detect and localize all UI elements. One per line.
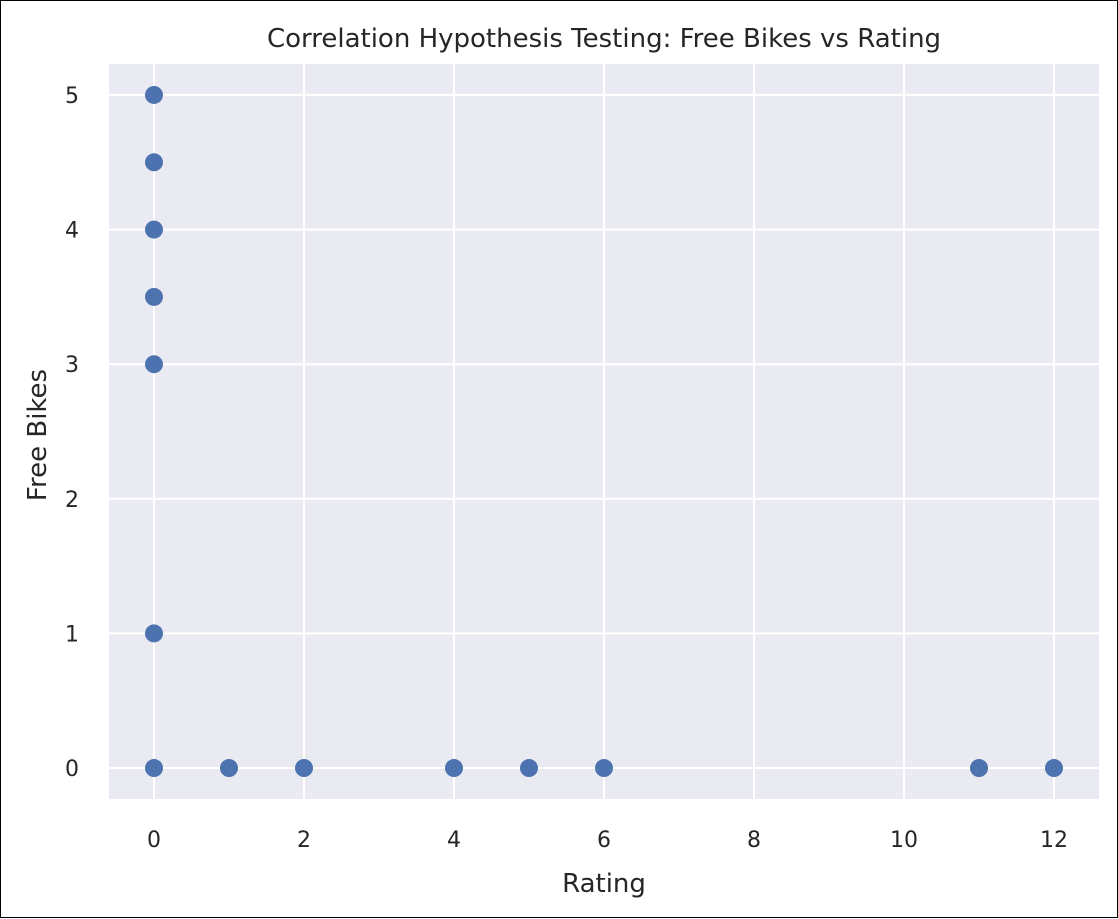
chart-title: Correlation Hypothesis Testing: Free Bik…: [267, 24, 941, 54]
scatter-point: [145, 287, 163, 306]
grid-lines: [109, 64, 1099, 799]
scatter-point: [970, 759, 988, 778]
scatter-point: [220, 759, 238, 778]
scatter-point: [145, 153, 163, 172]
y-tick-label: 1: [65, 622, 79, 647]
scatter-point: [145, 759, 163, 778]
scatter-point: [145, 220, 163, 239]
y-axis-label: Free Bikes: [23, 369, 53, 501]
x-tick-label: 10: [890, 828, 918, 853]
x-tick-label: 0: [147, 828, 161, 853]
y-tick-label: 5: [65, 84, 79, 109]
scatter-point: [445, 759, 463, 778]
scatter-point: [145, 355, 163, 374]
x-tick-label: 8: [747, 828, 761, 853]
x-axis-label: Rating: [562, 869, 646, 899]
y-tick-labels: 0 1 2 3 4 5: [65, 84, 79, 782]
x-tick-label: 4: [447, 828, 461, 853]
y-tick-label: 4: [65, 219, 79, 244]
x-tick-labels: 0 2 4 6 8 10 12: [147, 828, 1068, 853]
scatter-point: [295, 759, 313, 778]
scatter-point: [595, 759, 613, 778]
data-points: [145, 85, 1063, 778]
x-tick-label: 12: [1040, 828, 1068, 853]
y-tick-label: 0: [65, 757, 79, 782]
scatter-point: [520, 759, 538, 778]
scatter-point: [1045, 759, 1063, 778]
y-tick-label: 3: [65, 353, 79, 378]
y-tick-label: 2: [65, 488, 79, 513]
scatter-point: [145, 85, 163, 104]
scatter-point: [145, 624, 163, 643]
x-tick-label: 2: [297, 828, 311, 853]
x-tick-label: 6: [597, 828, 611, 853]
